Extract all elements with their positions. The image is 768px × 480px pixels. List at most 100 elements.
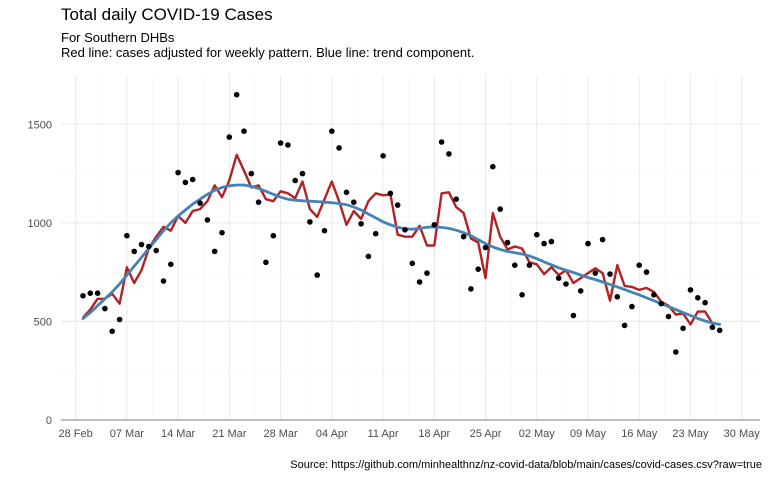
data-point bbox=[460, 233, 467, 240]
data-point bbox=[248, 170, 255, 177]
x-tick-label: 25 Apr bbox=[470, 428, 502, 440]
data-point bbox=[241, 128, 247, 134]
data-point bbox=[534, 231, 540, 238]
data-point bbox=[512, 262, 518, 269]
data-point bbox=[351, 199, 357, 205]
data-point bbox=[497, 206, 504, 212]
chart-subtitle: For Southern DHBs Red line: cases adjust… bbox=[61, 30, 474, 60]
data-point bbox=[131, 248, 137, 255]
x-tick-label: 21 Mar bbox=[212, 428, 247, 440]
data-point bbox=[358, 221, 364, 227]
data-point bbox=[424, 270, 430, 276]
data-point bbox=[146, 243, 152, 250]
x-tick-label: 18 Apr bbox=[418, 428, 450, 440]
data-point bbox=[680, 325, 686, 332]
data-point bbox=[431, 222, 438, 228]
data-point bbox=[138, 241, 145, 248]
x-tick-label: 09 May bbox=[570, 428, 607, 440]
data-point bbox=[526, 262, 533, 269]
data-point bbox=[548, 238, 555, 245]
data-point bbox=[94, 290, 101, 297]
data-point bbox=[416, 279, 423, 285]
data-point bbox=[643, 269, 650, 275]
data-point bbox=[402, 227, 408, 233]
data-point bbox=[182, 179, 189, 186]
data-point bbox=[292, 177, 299, 184]
data-point bbox=[636, 262, 642, 269]
subtitle-line-2: Red line: cases adjusted for weekly patt… bbox=[61, 45, 475, 60]
x-tick-label: 02 May bbox=[519, 428, 556, 440]
data-point bbox=[468, 286, 474, 292]
data-point bbox=[394, 202, 401, 208]
data-point bbox=[102, 305, 108, 312]
x-tick-label: 28 Feb bbox=[59, 428, 93, 440]
data-point bbox=[204, 217, 211, 223]
data-point bbox=[372, 230, 379, 237]
data-point bbox=[490, 163, 496, 170]
x-tick-label: 04 Apr bbox=[316, 428, 348, 440]
subtitle-line-1: For Southern DHBs bbox=[61, 30, 175, 45]
data-point bbox=[314, 272, 321, 278]
data-point bbox=[387, 190, 394, 197]
x-tick-label: 16 May bbox=[621, 428, 658, 440]
data-point bbox=[329, 128, 335, 134]
data-point bbox=[446, 151, 452, 157]
data-point bbox=[658, 300, 664, 307]
data-point bbox=[621, 322, 628, 329]
data-point bbox=[168, 261, 174, 268]
trend-line bbox=[81, 183, 722, 326]
data-point bbox=[614, 294, 621, 300]
data-point bbox=[409, 260, 416, 267]
chart-title: Total daily COVID-19 Cases bbox=[61, 5, 273, 24]
x-tick-label: 30 May bbox=[724, 428, 761, 440]
data-point bbox=[599, 236, 606, 243]
data-point bbox=[87, 290, 94, 297]
data-point bbox=[695, 295, 701, 301]
data-point bbox=[380, 153, 386, 159]
data-point bbox=[255, 199, 262, 205]
data-point bbox=[226, 134, 233, 140]
x-tick-label: 14 Mar bbox=[161, 428, 196, 440]
data-point bbox=[270, 232, 277, 239]
data-point bbox=[285, 142, 291, 148]
data-point bbox=[482, 244, 489, 251]
data-point bbox=[343, 189, 350, 196]
data-point bbox=[153, 247, 159, 254]
data-point bbox=[592, 270, 599, 276]
data-point bbox=[570, 312, 577, 319]
data-point bbox=[197, 200, 203, 206]
data-point bbox=[109, 328, 115, 335]
data-point bbox=[577, 288, 584, 294]
data-point bbox=[673, 349, 679, 355]
data-point bbox=[219, 229, 225, 236]
data-point bbox=[321, 227, 328, 234]
data-point bbox=[277, 140, 284, 146]
data-point bbox=[716, 327, 723, 334]
y-tick-label: 0 bbox=[46, 415, 52, 427]
data-point bbox=[475, 266, 482, 273]
data-point bbox=[687, 287, 694, 293]
data-point bbox=[555, 275, 562, 281]
data-point bbox=[211, 248, 218, 255]
chart-caption: Source: https://github.com/minhealthnz/n… bbox=[290, 459, 762, 471]
data-point bbox=[124, 232, 130, 239]
data-point bbox=[80, 293, 86, 299]
data-point bbox=[116, 316, 123, 323]
x-tick-label: 07 Mar bbox=[110, 428, 145, 440]
x-tick-label: 11 Apr bbox=[368, 428, 399, 440]
data-point bbox=[709, 324, 716, 331]
data-point bbox=[189, 176, 196, 183]
data-point bbox=[607, 271, 613, 277]
y-tick-label: 500 bbox=[34, 316, 52, 328]
y-tick-label: 1000 bbox=[28, 218, 52, 230]
data-point bbox=[453, 196, 460, 202]
data-point bbox=[175, 169, 181, 176]
data-point bbox=[702, 299, 708, 306]
data-point bbox=[307, 219, 313, 225]
data-point bbox=[336, 145, 342, 151]
x-tick-label: 23 May bbox=[672, 428, 709, 440]
data-point bbox=[651, 292, 657, 298]
data-point bbox=[665, 313, 672, 320]
data-point bbox=[299, 170, 306, 177]
y-tick-label: 1500 bbox=[28, 119, 52, 131]
